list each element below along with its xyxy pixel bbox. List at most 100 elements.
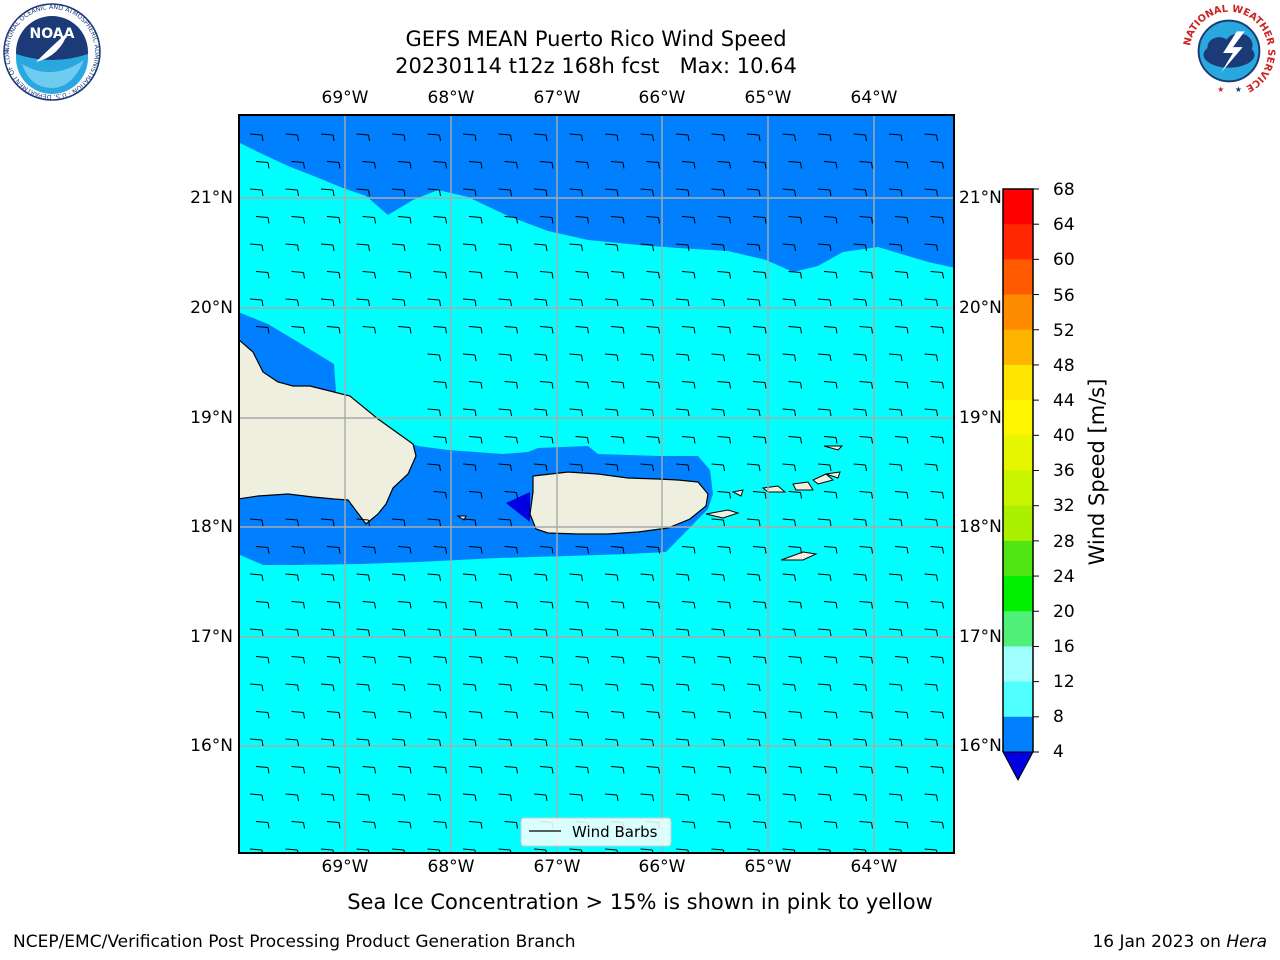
wind-barb	[255, 711, 270, 719]
wind-barb	[752, 656, 767, 664]
wind-barb	[285, 573, 299, 582]
graticule	[239, 115, 954, 853]
wind-barb	[285, 793, 299, 802]
wind-barb	[859, 766, 873, 774]
wind-barb	[640, 408, 654, 417]
wind-barb	[249, 518, 264, 527]
wind-barb	[894, 271, 909, 279]
wind-barb	[859, 436, 873, 444]
wind-barb	[640, 133, 654, 142]
wind-barb	[746, 518, 761, 527]
wind-barb	[255, 821, 270, 829]
wind-barb	[326, 656, 341, 664]
wind-barb	[427, 738, 441, 747]
wind-barb	[533, 683, 548, 692]
wind-barb	[427, 408, 441, 417]
colorbar-tick-label: 20	[1053, 602, 1075, 622]
wind-barb	[291, 326, 305, 334]
wind-barb	[675, 133, 690, 142]
wind-barb	[433, 491, 447, 499]
wind-barb	[533, 298, 548, 307]
wind-barb	[752, 546, 767, 554]
colorbar-tick-label: 12	[1053, 672, 1075, 692]
wind-barb	[894, 381, 909, 389]
wind-barb	[746, 298, 761, 307]
wind-barb	[356, 628, 370, 637]
wind-barb	[427, 243, 441, 252]
wind-barb	[539, 546, 554, 554]
wind-barb	[888, 188, 903, 197]
wind-barb	[575, 161, 589, 169]
wind-barb	[924, 188, 938, 197]
wind-barbs	[249, 133, 944, 853]
wind-barb	[320, 243, 335, 252]
wind-barb	[356, 298, 370, 307]
wind-barb	[675, 683, 690, 692]
colorbar-block	[1003, 505, 1033, 542]
wind-barb	[255, 326, 270, 334]
wind-barb	[249, 243, 264, 252]
wind-barb	[326, 546, 341, 554]
wind-barb	[362, 711, 376, 719]
wind-barb	[681, 161, 696, 169]
wind-barb	[894, 436, 909, 444]
wind-barb	[894, 601, 909, 609]
wind-barb	[746, 848, 761, 853]
wind-barb	[853, 738, 867, 747]
wind-barb	[888, 738, 903, 747]
wind-barb	[924, 463, 938, 472]
wind-barb	[711, 573, 725, 582]
wind-barb	[823, 436, 838, 444]
wind-barb	[640, 848, 654, 853]
wind-barb	[675, 848, 690, 853]
wind-barb	[249, 738, 264, 747]
wind-barb	[853, 298, 867, 307]
wind-barb	[539, 436, 554, 444]
lat-tick-right: 20°N	[959, 298, 1002, 318]
wind-barb	[391, 518, 406, 527]
wind-barb	[924, 243, 938, 252]
wind-barb	[859, 161, 873, 169]
island	[731, 489, 744, 497]
wind-barb	[320, 738, 335, 747]
wind-barb	[397, 326, 412, 334]
lat-tick-left: 19°N	[190, 408, 233, 428]
colorbar-tick-label: 8	[1053, 707, 1064, 727]
wind-barb	[326, 766, 341, 774]
wind-barb	[823, 381, 838, 389]
wind-barb	[681, 711, 696, 719]
wind-barb	[646, 326, 660, 334]
wind-barb	[853, 353, 867, 362]
wind-barb	[427, 573, 441, 582]
wind-barb	[717, 161, 731, 169]
wind-barb	[604, 573, 619, 582]
wind-barb	[782, 188, 796, 197]
wind-barb	[646, 436, 660, 444]
wind-barbs-legend: Wind Barbs	[520, 817, 672, 847]
wind-barb	[894, 656, 909, 664]
wind-barb	[817, 408, 832, 417]
wind-barb	[782, 353, 796, 362]
wind-barb	[610, 766, 625, 774]
wind-barb	[391, 573, 406, 582]
legend-label: Wind Barbs	[572, 823, 658, 841]
wind-barb	[646, 546, 660, 554]
wind-barb	[717, 326, 731, 334]
wind-barb	[539, 711, 554, 719]
wind-barb	[717, 821, 731, 829]
wind-barb	[468, 546, 483, 554]
wind-barb	[291, 271, 305, 279]
wind-barb	[468, 326, 483, 334]
wind-barb	[320, 518, 335, 527]
wind-barb	[362, 656, 376, 664]
wind-barb	[391, 683, 406, 692]
lon-tick-top: 69°W	[321, 88, 369, 108]
wind-barb	[291, 216, 305, 224]
wind-barb	[788, 821, 802, 829]
wind-barb	[717, 601, 731, 609]
wind-barb	[462, 573, 477, 582]
wind-barb	[681, 326, 696, 334]
wind-barb	[498, 408, 512, 417]
wind-barb	[930, 766, 944, 774]
lat-tick-left: 21°N	[190, 188, 233, 208]
